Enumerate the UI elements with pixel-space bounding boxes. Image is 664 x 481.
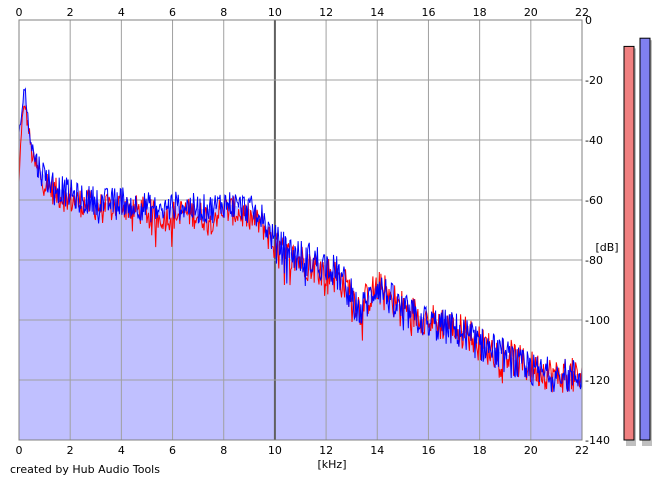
y-tick-labels: 0 -20 -40 -60 -80 -100 -120 -140 <box>585 14 610 447</box>
x-tick-label-top: 4 <box>118 6 125 19</box>
grid-layer <box>18 19 583 441</box>
x-tick-label-bottom: 0 <box>16 444 23 457</box>
x-tick-label-top: 2 <box>67 6 74 19</box>
x-tick-label-bottom: 2 <box>67 444 74 457</box>
x-tick-label-bottom: 20 <box>524 444 538 457</box>
meter-bar-2 <box>639 37 651 441</box>
x-tick-label-top: 16 <box>421 6 435 19</box>
y-tick-label: -120 <box>585 374 610 387</box>
y-tick-label: -140 <box>585 434 610 447</box>
x-tick-label-top: 12 <box>319 6 333 19</box>
x-tick-label-top: 6 <box>169 6 176 19</box>
level-meters <box>623 37 652 447</box>
x-axis-label: [kHz] <box>318 458 347 471</box>
x-tick-label-top: 18 <box>473 6 487 19</box>
series-line-2 <box>18 87 583 392</box>
x-tick-label-bottom: 4 <box>118 444 125 457</box>
x-tick-label-bottom: 8 <box>220 444 227 457</box>
x-tick-label-top: 10 <box>268 6 282 19</box>
x-tick-label-top: 0 <box>16 6 23 19</box>
x-tick-label-bottom: 14 <box>370 444 384 457</box>
x-tick-label-top: 20 <box>524 6 538 19</box>
x-tick-label-bottom: 12 <box>319 444 333 457</box>
x-tick-labels-top: 0 2 4 6 8 10 12 14 16 18 20 22 <box>16 6 590 19</box>
y-tick-label: -100 <box>585 314 610 327</box>
x-tick-label-bottom: 6 <box>169 444 176 457</box>
x-tick-labels-bottom: 0 2 4 6 8 10 12 14 16 18 20 22 <box>16 444 590 457</box>
x-tick-label-top: 8 <box>220 6 227 19</box>
x-tick-label-top: 14 <box>370 6 384 19</box>
y-tick-label: -40 <box>585 134 603 147</box>
meter-bar-1 <box>623 45 635 441</box>
x-tick-label-bottom: 22 <box>575 444 589 457</box>
credit-text: created by Hub Audio Tools <box>10 463 160 476</box>
x-tick-label-bottom: 18 <box>473 444 487 457</box>
y-axis-label: [dB] <box>595 241 618 254</box>
y-tick-label: 0 <box>585 14 592 27</box>
y-tick-label: -80 <box>585 254 603 267</box>
x-tick-label-bottom: 10 <box>268 444 282 457</box>
plot-frame <box>18 19 583 441</box>
series-layer <box>18 87 583 393</box>
x-tick-label-bottom: 16 <box>421 444 435 457</box>
y-tick-label: -20 <box>585 74 603 87</box>
y-tick-label: -60 <box>585 194 603 207</box>
x-tick-label-top: 22 <box>575 6 589 19</box>
